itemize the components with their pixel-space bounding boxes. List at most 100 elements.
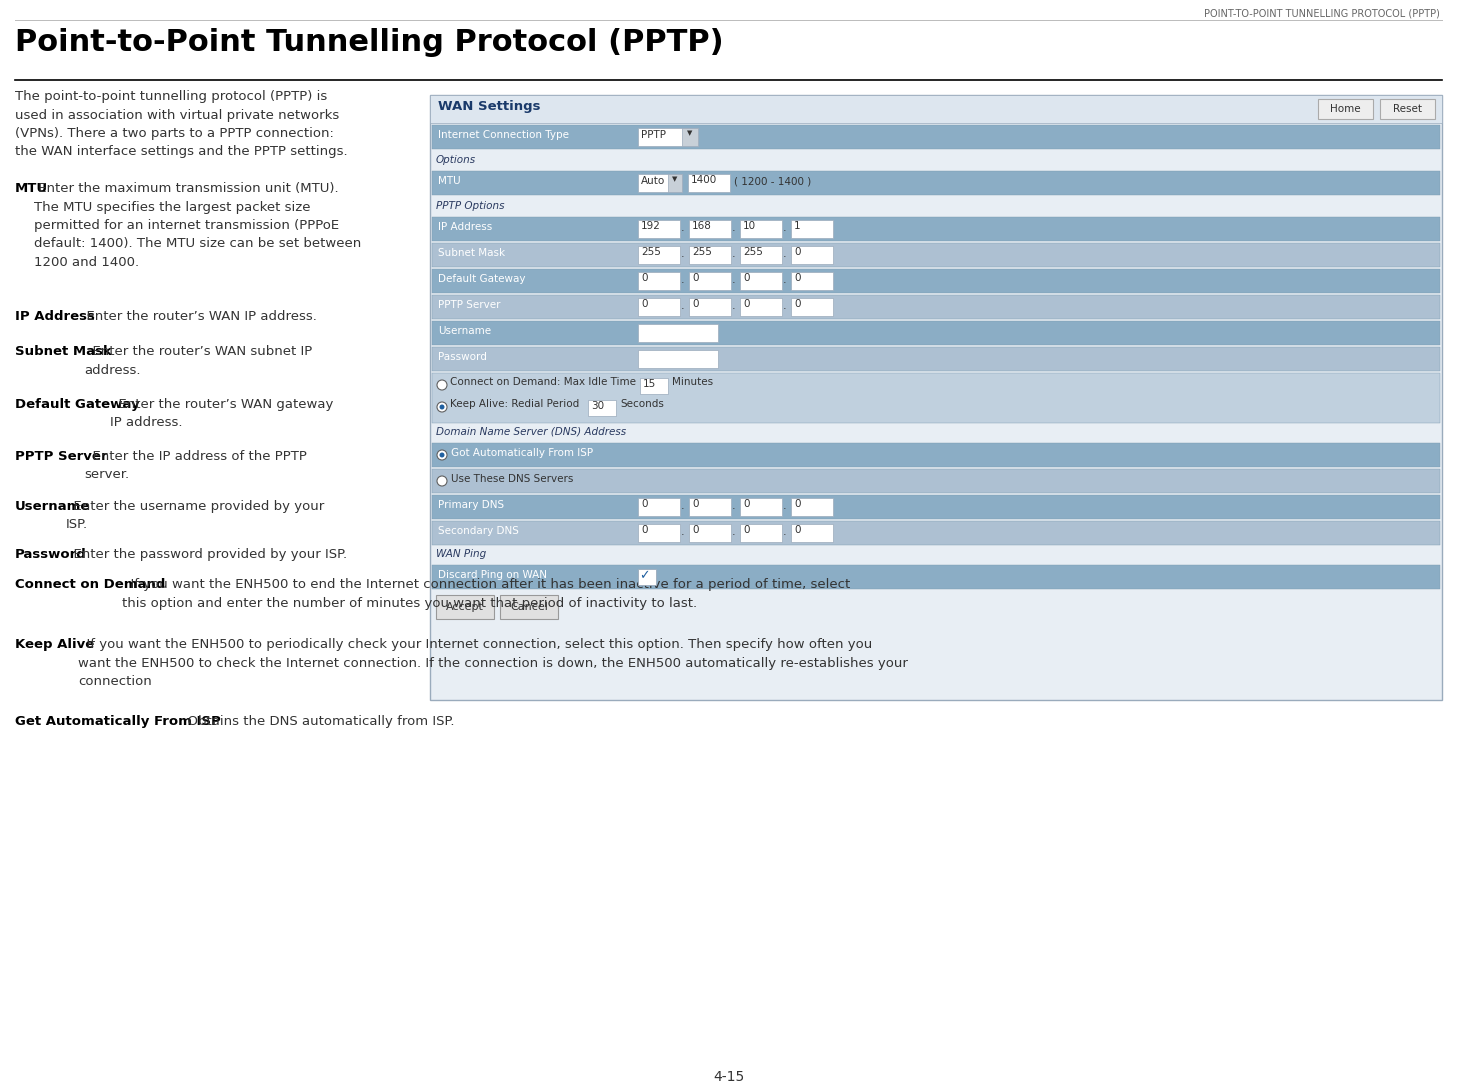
Text: 0: 0 bbox=[641, 499, 647, 509]
Text: 0: 0 bbox=[794, 525, 800, 535]
Bar bbox=[638, 497, 680, 516]
Text: 0: 0 bbox=[794, 499, 800, 509]
Circle shape bbox=[437, 401, 447, 412]
Text: MTU: MTU bbox=[439, 176, 460, 185]
Text: Enter the router’s WAN IP address.: Enter the router’s WAN IP address. bbox=[79, 310, 316, 323]
Bar bbox=[667, 173, 682, 192]
Bar bbox=[689, 298, 731, 316]
Text: Reset: Reset bbox=[1393, 104, 1422, 113]
Text: If you want the ENH500 to end the Internet connection after it has been inactive: If you want the ENH500 to end the Intern… bbox=[122, 578, 851, 610]
Bar bbox=[740, 272, 782, 290]
Text: .: . bbox=[731, 527, 736, 537]
Text: Keep Alive: Redial Period: Keep Alive: Redial Period bbox=[450, 399, 580, 409]
Text: Enter the password provided by your ISP.: Enter the password provided by your ISP. bbox=[66, 548, 348, 561]
Bar bbox=[638, 324, 718, 341]
Text: ( 1200 - 1400 ): ( 1200 - 1400 ) bbox=[734, 177, 812, 187]
Text: 4-15: 4-15 bbox=[712, 1070, 745, 1084]
Bar bbox=[640, 377, 667, 394]
Text: Password: Password bbox=[15, 548, 87, 561]
Text: PPTP: PPTP bbox=[641, 130, 666, 140]
Circle shape bbox=[437, 380, 447, 389]
Bar bbox=[638, 570, 656, 585]
Text: Default Gateway: Default Gateway bbox=[15, 398, 140, 411]
Bar bbox=[430, 95, 1442, 123]
Bar bbox=[638, 220, 680, 238]
Text: Seconds: Seconds bbox=[621, 399, 664, 409]
Text: Default Gateway: Default Gateway bbox=[439, 274, 526, 284]
Text: 168: 168 bbox=[692, 221, 712, 231]
Text: 30: 30 bbox=[592, 401, 605, 411]
Text: 0: 0 bbox=[794, 273, 800, 283]
Bar bbox=[791, 245, 833, 264]
Text: MTU: MTU bbox=[15, 182, 48, 195]
Text: Get Automatically From ISP: Get Automatically From ISP bbox=[15, 715, 221, 728]
Bar bbox=[791, 272, 833, 290]
Text: Accept: Accept bbox=[446, 602, 484, 612]
Text: Username: Username bbox=[15, 500, 90, 513]
Text: Primary DNS: Primary DNS bbox=[439, 500, 504, 509]
Bar bbox=[791, 497, 833, 516]
Text: Home: Home bbox=[1330, 104, 1361, 113]
Text: Options: Options bbox=[436, 155, 476, 165]
Text: .: . bbox=[680, 301, 685, 311]
Bar bbox=[740, 497, 782, 516]
Text: Got Automatically From ISP: Got Automatically From ISP bbox=[452, 448, 593, 458]
Bar bbox=[431, 347, 1440, 371]
Text: Subnet Mask: Subnet Mask bbox=[439, 248, 506, 257]
Bar bbox=[1380, 99, 1435, 119]
Text: Secondary DNS: Secondary DNS bbox=[439, 526, 519, 536]
Text: Minutes: Minutes bbox=[672, 377, 712, 387]
Text: Subnet Mask: Subnet Mask bbox=[15, 345, 112, 358]
Bar bbox=[689, 245, 731, 264]
Text: 0: 0 bbox=[692, 499, 698, 509]
Text: 0: 0 bbox=[641, 525, 647, 535]
Text: 192: 192 bbox=[641, 221, 661, 231]
Text: 1400: 1400 bbox=[691, 175, 717, 185]
Circle shape bbox=[437, 449, 447, 460]
Text: 1: 1 bbox=[794, 221, 801, 231]
Bar bbox=[500, 595, 558, 619]
Text: .: . bbox=[731, 249, 736, 259]
Bar bbox=[1319, 99, 1372, 119]
Bar bbox=[638, 128, 698, 146]
Bar bbox=[791, 298, 833, 316]
Text: Password: Password bbox=[439, 352, 487, 362]
Text: If you want the ENH500 to periodically check your Internet connection, select th: If you want the ENH500 to periodically c… bbox=[79, 638, 908, 688]
Bar bbox=[689, 497, 731, 516]
Text: .: . bbox=[782, 223, 787, 233]
Text: .: . bbox=[731, 501, 736, 511]
Text: 0: 0 bbox=[743, 499, 749, 509]
Bar bbox=[431, 171, 1440, 195]
Text: Point-to-Point Tunnelling Protocol (PPTP): Point-to-Point Tunnelling Protocol (PPTP… bbox=[15, 28, 724, 57]
Bar bbox=[638, 272, 680, 290]
Text: Discard Ping on WAN: Discard Ping on WAN bbox=[439, 570, 546, 580]
Bar bbox=[431, 565, 1440, 589]
Text: ✓: ✓ bbox=[640, 570, 650, 582]
Bar bbox=[638, 245, 680, 264]
Bar bbox=[791, 220, 833, 238]
Text: 255: 255 bbox=[743, 247, 763, 257]
Text: 255: 255 bbox=[692, 247, 712, 257]
Bar bbox=[431, 373, 1440, 423]
Bar bbox=[740, 220, 782, 238]
Text: Enter the router’s WAN gateway
IP address.: Enter the router’s WAN gateway IP addres… bbox=[109, 398, 332, 430]
Bar bbox=[740, 524, 782, 542]
Text: 0: 0 bbox=[794, 247, 800, 257]
Text: .: . bbox=[680, 501, 685, 511]
Text: .: . bbox=[731, 301, 736, 311]
Bar bbox=[430, 95, 1442, 700]
Text: .: . bbox=[782, 275, 787, 285]
Bar bbox=[431, 469, 1440, 493]
Text: Use These DNS Servers: Use These DNS Servers bbox=[452, 473, 574, 484]
Bar bbox=[431, 243, 1440, 267]
Bar bbox=[638, 524, 680, 542]
Text: 255: 255 bbox=[641, 247, 661, 257]
Bar bbox=[682, 128, 698, 146]
Text: .: . bbox=[680, 275, 685, 285]
Text: Cancel: Cancel bbox=[510, 602, 548, 612]
Text: Domain Name Server (DNS) Address: Domain Name Server (DNS) Address bbox=[436, 427, 627, 437]
Bar bbox=[638, 298, 680, 316]
Text: .: . bbox=[782, 527, 787, 537]
Text: The point-to-point tunnelling protocol (PPTP) is
used in association with virtua: The point-to-point tunnelling protocol (… bbox=[15, 89, 348, 158]
Bar bbox=[436, 595, 494, 619]
